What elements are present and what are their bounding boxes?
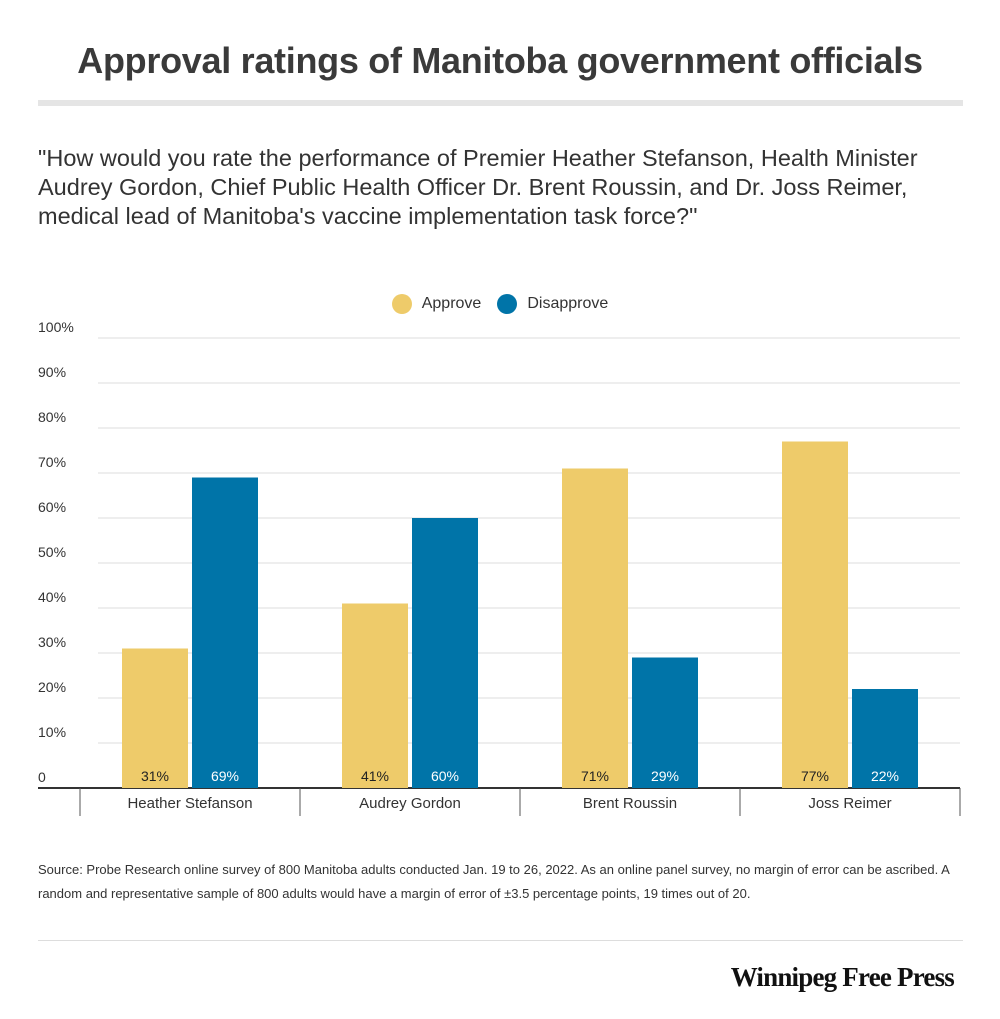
data-label: 60% xyxy=(431,768,459,784)
legend-swatch-disapprove xyxy=(497,294,518,314)
bar xyxy=(632,657,698,788)
data-label: 71% xyxy=(581,768,609,784)
bar-chart: 0 10% 20% 30% 40% 50% 60% 70% 80% 90% 100% 31% 69% He… xyxy=(38,320,961,816)
y-tick-label: 30% xyxy=(38,634,66,650)
y-tick-label: 10% xyxy=(38,724,66,740)
y-tick-label: 80% xyxy=(38,409,66,425)
bar xyxy=(562,468,628,788)
brand-logo: Winnipeg Free Press xyxy=(730,962,955,992)
legend-swatch-approve xyxy=(391,294,412,314)
legend-label-approve: Approve xyxy=(421,295,482,312)
bar xyxy=(412,518,478,788)
y-tick-label: 40% xyxy=(38,589,66,605)
bar xyxy=(192,477,258,788)
bar xyxy=(782,441,848,788)
x-tick-label: Joss Reimer xyxy=(808,795,891,812)
legend-item-disapprove: Disapprove xyxy=(497,294,608,314)
data-label: 69% xyxy=(211,768,239,784)
y-tick-label: 90% xyxy=(38,364,66,380)
y-tick-label: 70% xyxy=(38,454,66,470)
title-divider xyxy=(38,100,963,106)
chart-subtitle: "How would you rate the performance of P… xyxy=(38,145,918,229)
y-tick-label: 0 xyxy=(38,769,46,785)
y-tick-label: 60% xyxy=(38,499,66,515)
data-label: 22% xyxy=(871,768,899,784)
bar xyxy=(342,603,408,788)
x-tick-label: Heather Stefanson xyxy=(127,795,252,812)
legend-label-disapprove: Disapprove xyxy=(527,295,609,312)
data-label: 77% xyxy=(801,768,829,784)
footer-divider xyxy=(38,940,963,941)
y-tick-label: 20% xyxy=(38,679,66,695)
legend-item-approve: Approve xyxy=(391,294,482,314)
x-tick-label: Audrey Gordon xyxy=(359,795,461,812)
data-label: 29% xyxy=(651,768,679,784)
y-tick-label: 50% xyxy=(38,544,66,560)
bar xyxy=(122,648,188,788)
source-note: Source: Probe Research online survey of … xyxy=(38,862,950,901)
y-tick-label: 100% xyxy=(38,320,74,335)
bar xyxy=(852,689,918,788)
chart-legend: Approve Disapprove xyxy=(0,292,1000,316)
data-label: 41% xyxy=(361,768,389,784)
x-tick-label: Brent Roussin xyxy=(583,795,677,812)
data-label: 31% xyxy=(141,768,169,784)
chart-title: Approval ratings of Manitoba government … xyxy=(77,40,923,81)
